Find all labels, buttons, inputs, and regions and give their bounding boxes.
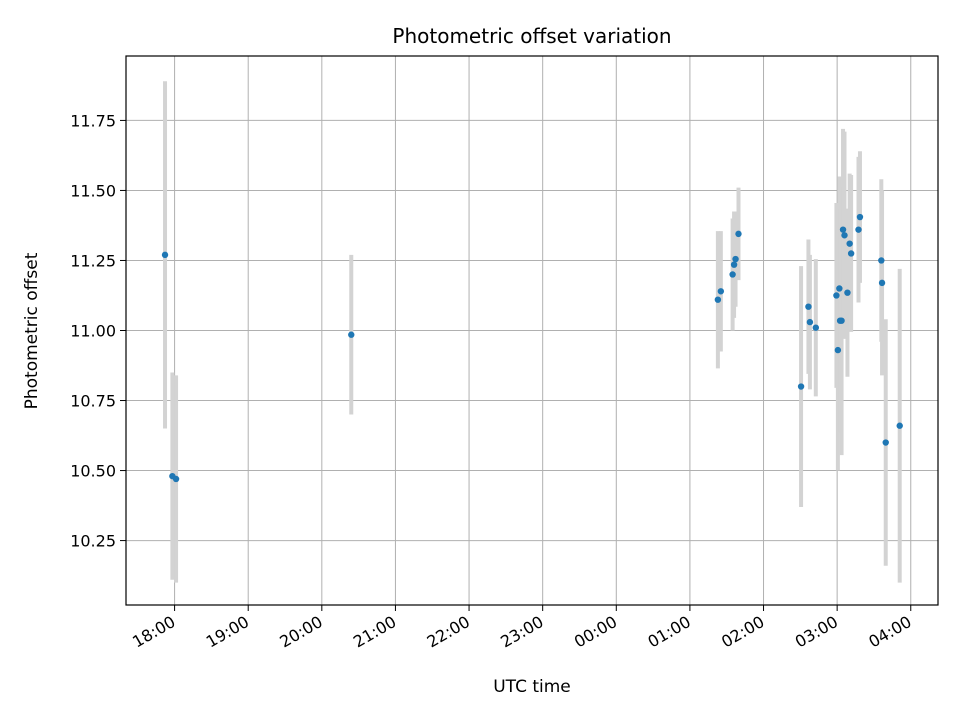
x-tick-label: 18:00 <box>129 612 178 652</box>
data-point <box>348 331 355 338</box>
x-tick-label: 20:00 <box>276 612 325 652</box>
data-point <box>735 230 742 238</box>
data-point <box>882 439 889 446</box>
y-axis-label: Photometric offset <box>22 252 42 409</box>
y-tick-label: 11.25 <box>70 251 116 270</box>
y-tick-label: 10.75 <box>70 392 116 411</box>
data-point <box>714 296 722 303</box>
x-tick-label: 01:00 <box>644 612 693 652</box>
x-tick-label: 03:00 <box>792 612 841 652</box>
x-axis-label: UTC time <box>493 677 571 697</box>
data-point <box>805 303 812 310</box>
x-tick-label: 19:00 <box>203 612 252 652</box>
data-point <box>838 317 845 324</box>
data-point <box>730 261 738 268</box>
data-point <box>878 279 886 287</box>
data-point <box>896 422 903 429</box>
data-point <box>797 383 805 390</box>
data-point <box>847 250 855 257</box>
data-point <box>172 475 180 483</box>
data-point <box>834 346 842 354</box>
x-tick-label: 02:00 <box>718 612 767 652</box>
data-point <box>812 324 819 331</box>
data-point <box>732 255 739 263</box>
chart-title: Photometric offset variation <box>392 24 671 48</box>
data-point <box>833 292 840 299</box>
data-point <box>841 232 848 239</box>
x-axis-ticks: 18:00 19:00 20:00 21:00 22:00 23:00 00:00 01:00… <box>129 605 915 652</box>
y-tick-label: 10.50 <box>70 462 116 481</box>
data-point <box>729 271 736 278</box>
data-point <box>878 257 885 264</box>
x-tick-label: 22:00 <box>424 612 473 652</box>
data-point <box>806 318 814 326</box>
data-point <box>836 285 843 292</box>
data-point <box>855 226 862 233</box>
data-point <box>717 288 725 295</box>
x-tick-label: 21:00 <box>350 612 399 652</box>
x-tick-label: 00:00 <box>571 612 620 652</box>
data-point <box>846 240 853 247</box>
y-tick-label: 11.75 <box>70 111 116 130</box>
data-point <box>844 289 851 296</box>
y-tick-label: 11.00 <box>70 322 116 341</box>
y-tick-label: 10.25 <box>70 532 116 551</box>
data-point <box>856 213 864 221</box>
errorbars <box>163 81 902 583</box>
data-point <box>161 251 169 259</box>
x-tick-label: 04:00 <box>865 612 914 652</box>
data-point <box>839 226 847 233</box>
x-tick-label: 23:00 <box>497 612 546 652</box>
y-tick-label: 11.50 <box>70 181 116 200</box>
y-axis-ticks: 10.25 10.50 10.75 11.00 11.25 11.50 11.75 <box>70 111 126 551</box>
data-points <box>161 213 903 483</box>
